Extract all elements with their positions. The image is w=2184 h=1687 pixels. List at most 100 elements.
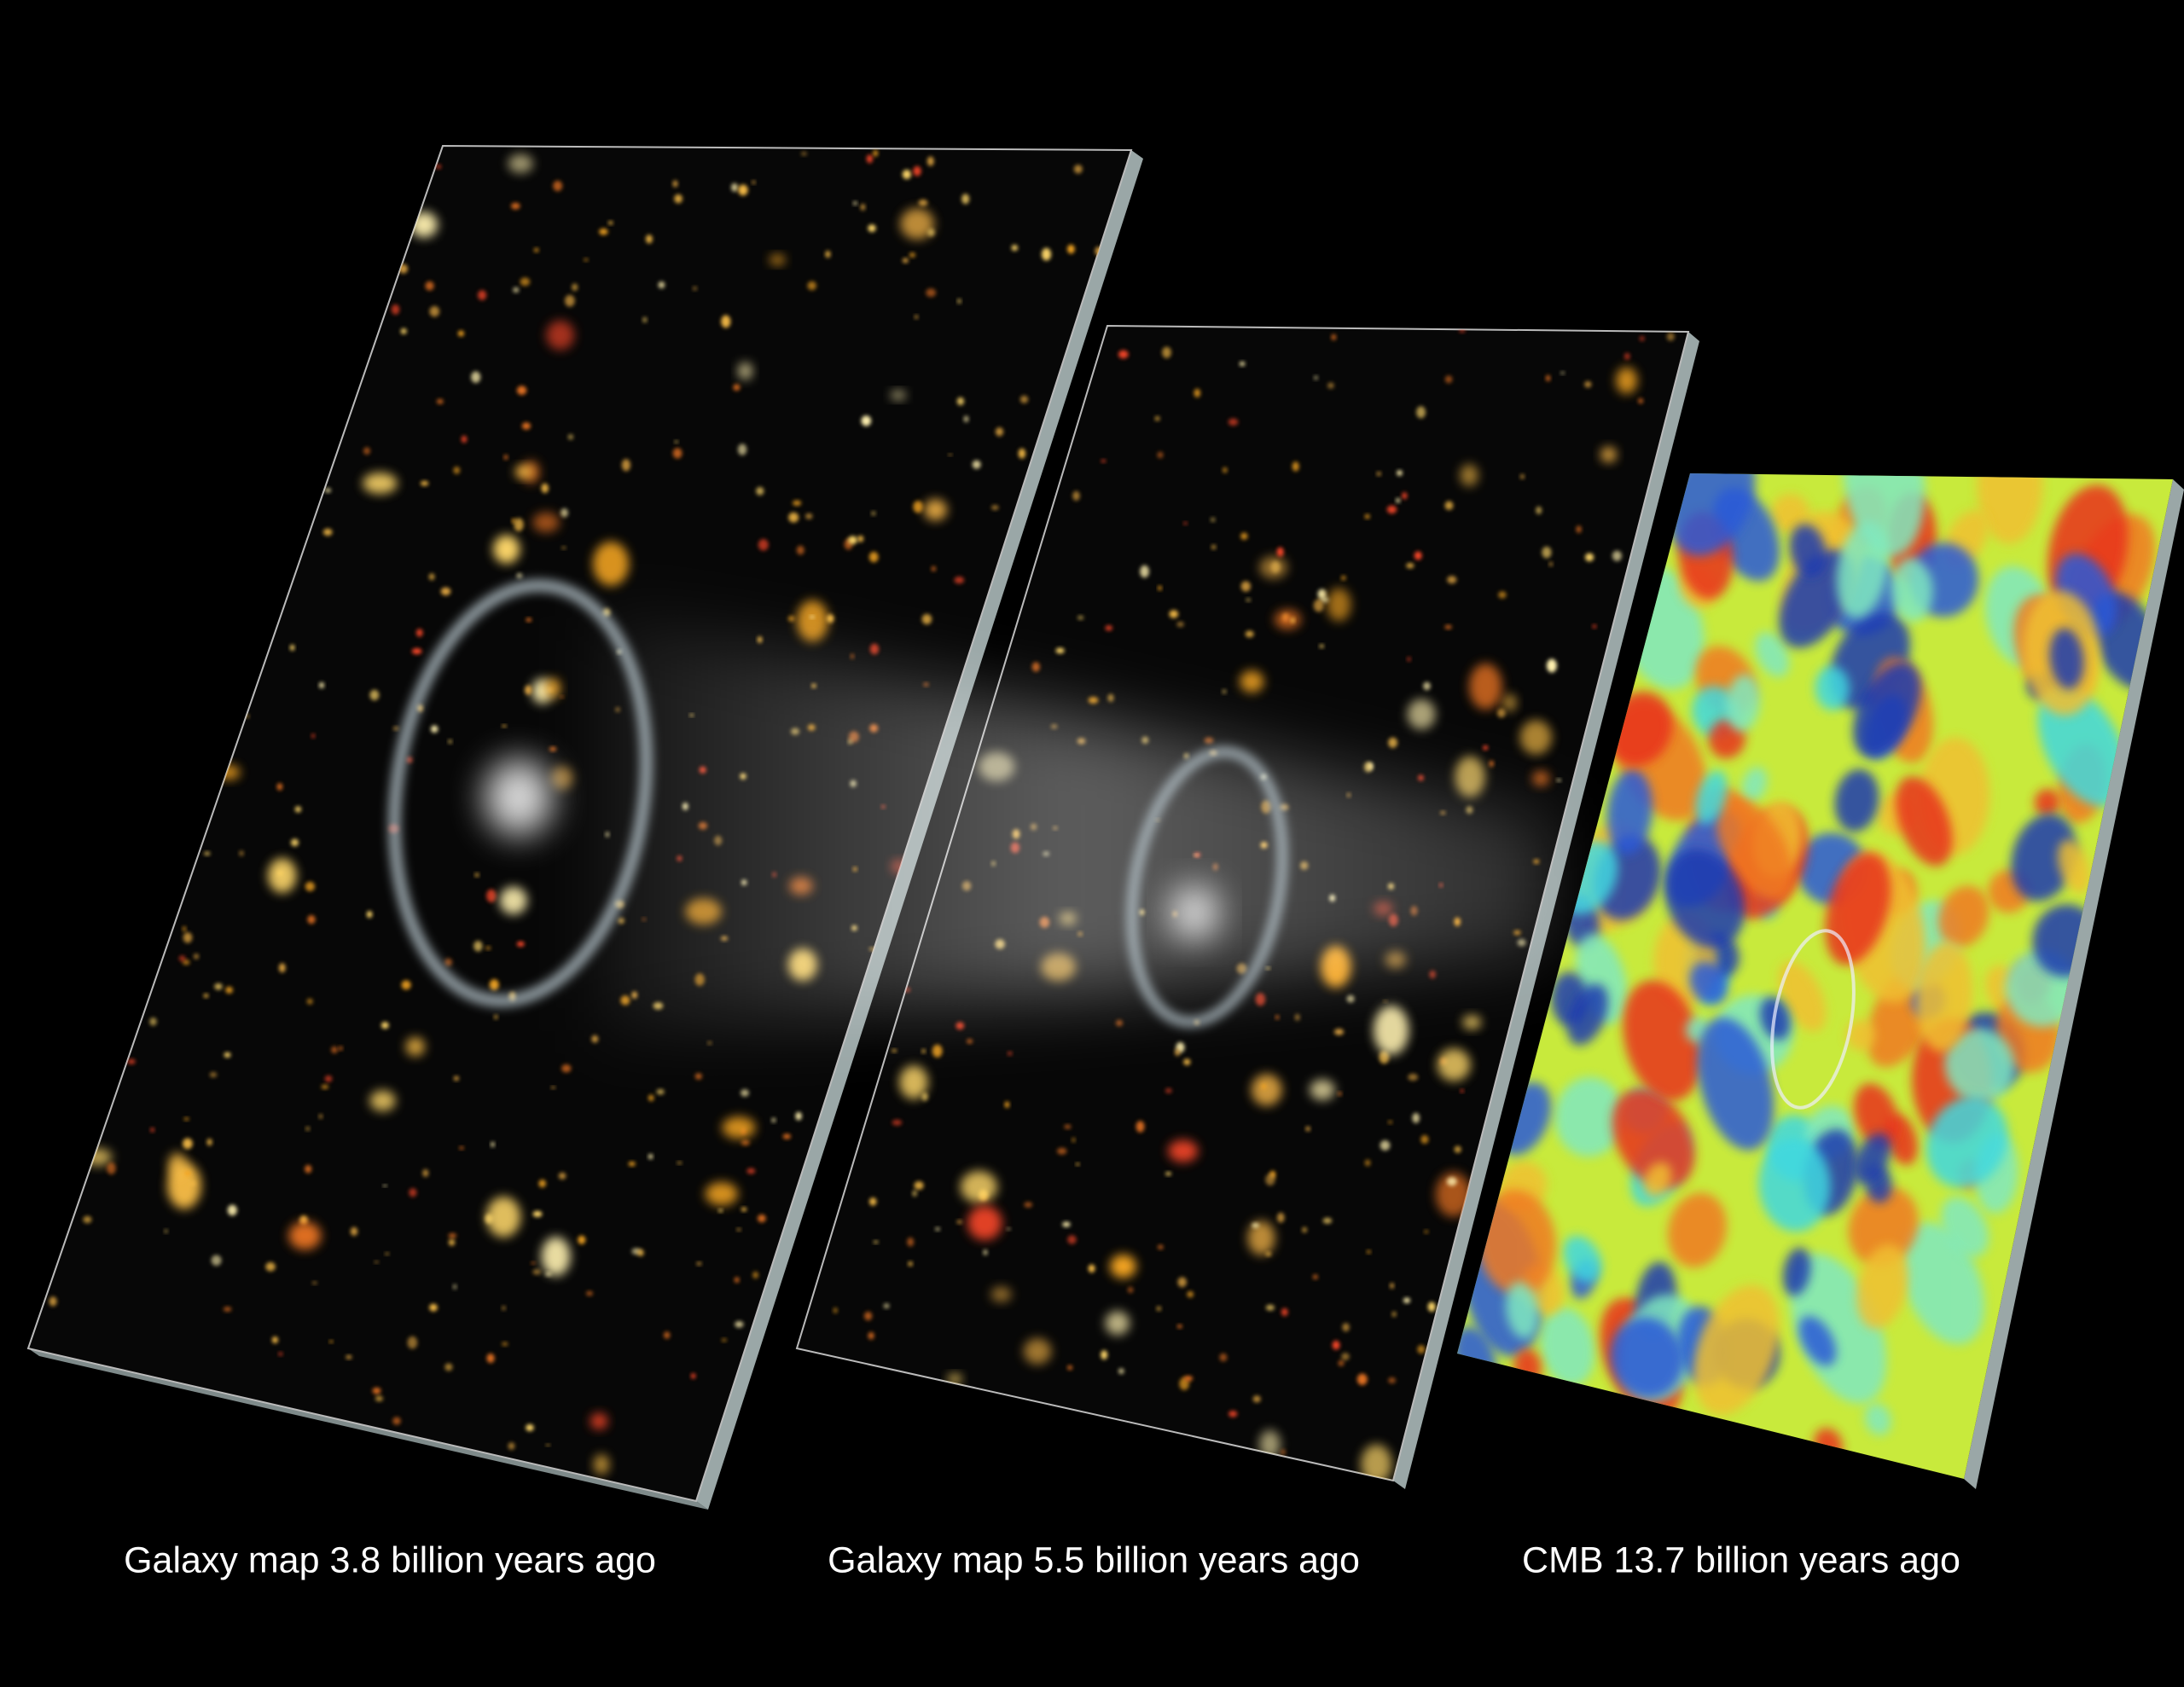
galaxy xyxy=(499,886,527,915)
galaxy xyxy=(1158,1244,1164,1249)
cmb-spot xyxy=(1716,797,1793,900)
galaxy xyxy=(514,518,524,531)
galaxy xyxy=(1367,1249,1371,1254)
galaxy xyxy=(1380,1140,1391,1151)
galaxy xyxy=(645,235,653,244)
galaxy xyxy=(278,963,286,973)
galaxy xyxy=(833,1307,838,1313)
galaxy xyxy=(1444,624,1452,629)
galaxy xyxy=(83,1215,92,1224)
galaxy xyxy=(1383,1000,1387,1003)
galaxy xyxy=(1275,610,1301,629)
cmb-spot xyxy=(2049,628,2084,690)
galaxy xyxy=(694,1073,702,1080)
galaxy xyxy=(788,512,799,523)
galaxy xyxy=(1576,525,1582,533)
galaxy xyxy=(1338,1092,1342,1096)
galaxy xyxy=(869,643,880,655)
galaxy xyxy=(972,460,981,469)
galaxy xyxy=(1228,418,1239,426)
galaxy xyxy=(375,1395,383,1402)
galaxy xyxy=(486,889,497,903)
galaxy xyxy=(1666,332,1675,341)
cmb-spot xyxy=(1612,1088,1695,1189)
galaxy xyxy=(329,1340,334,1343)
galaxy xyxy=(1158,585,1162,591)
galaxy xyxy=(278,1352,283,1356)
galaxy xyxy=(796,600,828,642)
galaxy xyxy=(1077,615,1084,620)
galaxy xyxy=(545,1272,552,1277)
galaxy xyxy=(1386,505,1397,514)
galaxy xyxy=(1437,1048,1471,1081)
galaxy xyxy=(444,1363,453,1371)
galaxy xyxy=(752,180,756,184)
galaxy xyxy=(1211,517,1216,522)
galaxy xyxy=(508,1442,515,1450)
galaxy xyxy=(674,440,678,443)
galaxy xyxy=(621,459,631,472)
galaxy xyxy=(1252,1395,1261,1403)
galaxy-field xyxy=(49,149,1102,1475)
galaxy xyxy=(1076,1162,1080,1166)
galaxy xyxy=(1341,1353,1350,1361)
galaxy xyxy=(907,1237,915,1247)
galaxy xyxy=(796,545,804,555)
galaxy xyxy=(311,733,316,739)
galaxy xyxy=(1483,745,1489,751)
galaxy xyxy=(1222,689,1227,694)
galaxy xyxy=(478,290,487,300)
galaxy xyxy=(385,1252,390,1255)
galaxy xyxy=(1424,1230,1429,1234)
cmb-spot xyxy=(1852,662,1921,757)
galaxy xyxy=(183,1117,189,1121)
cmb-spot xyxy=(1815,665,1850,710)
cmb-spot xyxy=(1697,1017,1774,1151)
galaxy xyxy=(1194,388,1201,397)
galaxy xyxy=(436,398,444,404)
galaxy xyxy=(1317,588,1327,600)
galaxy xyxy=(1177,1277,1187,1288)
panel-edge xyxy=(1964,479,2184,1489)
galaxy xyxy=(1388,1120,1392,1124)
galaxy xyxy=(532,1210,543,1217)
galaxy xyxy=(1600,447,1617,463)
galaxy xyxy=(1397,470,1403,476)
galaxy xyxy=(1204,737,1214,744)
galaxy xyxy=(239,850,244,856)
galaxy xyxy=(305,1164,312,1174)
cmb-spot xyxy=(2057,839,2091,894)
cmb-spot xyxy=(1779,549,1855,648)
galaxy xyxy=(1055,647,1065,654)
galaxy-panel xyxy=(26,144,1133,1503)
galaxy xyxy=(1489,760,1495,768)
galaxy xyxy=(473,941,483,952)
cmb-spot xyxy=(1941,1197,1989,1257)
galaxy xyxy=(948,453,952,456)
galaxy xyxy=(276,783,283,791)
galaxy xyxy=(560,695,564,699)
cmb-spot xyxy=(1848,1186,1919,1267)
galaxy xyxy=(648,1094,654,1102)
galaxy xyxy=(1340,575,1346,581)
galaxy xyxy=(1342,1323,1350,1332)
galaxy xyxy=(908,1261,913,1267)
galaxy xyxy=(648,1154,653,1160)
galaxy xyxy=(1455,756,1485,797)
galaxy xyxy=(546,1444,550,1446)
galaxy xyxy=(1592,624,1597,629)
galaxy xyxy=(271,1336,278,1344)
cmb-spot xyxy=(1563,1235,1602,1283)
galaxy xyxy=(672,180,678,188)
galaxy xyxy=(1088,1264,1095,1273)
ring xyxy=(1126,746,1288,1028)
galaxy xyxy=(425,281,434,291)
galaxy xyxy=(1327,382,1334,389)
galaxy xyxy=(1024,1202,1033,1208)
galaxy xyxy=(1246,598,1251,602)
galaxy xyxy=(553,180,563,192)
galaxy xyxy=(1240,581,1252,592)
galaxy xyxy=(435,164,442,169)
galaxy xyxy=(448,1238,456,1246)
galaxy xyxy=(967,1039,973,1044)
